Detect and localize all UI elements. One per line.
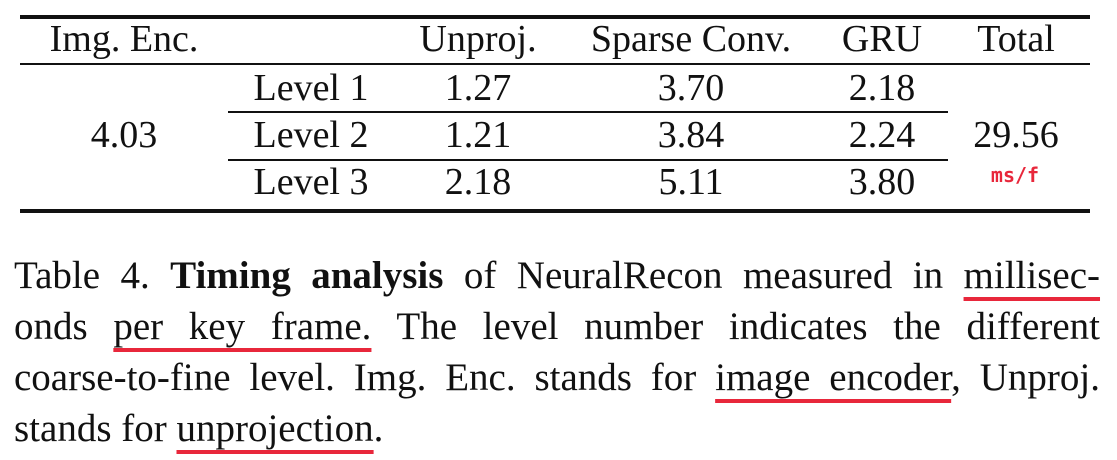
- table-row-divider: [228, 111, 948, 113]
- unproj-value: 1.27: [444, 67, 512, 109]
- level-label: Level 2: [253, 114, 369, 156]
- header-sparse-conv: Sparse Conv.: [590, 18, 792, 60]
- gru-value: 2.24: [848, 114, 916, 156]
- img-enc-value: 4.03: [90, 114, 158, 156]
- level-label: Level 3: [253, 161, 369, 203]
- unproj-value: 1.21: [444, 114, 512, 156]
- caption-text: of NeuralRecon measured in: [463, 254, 944, 297]
- gru-value: 3.80: [848, 161, 916, 203]
- caption-line: coarse-to-fine level. Img. Enc. stands f…: [14, 352, 1100, 403]
- total-value: 29.56: [973, 114, 1059, 156]
- caption-text: stands for: [14, 407, 167, 450]
- underlined-text: image encoder: [715, 356, 952, 399]
- caption-line: stands for unprojection.: [14, 403, 1100, 454]
- sparse-conv-value: 5.11: [658, 161, 724, 203]
- caption-line: onds per key frame. The level number ind…: [14, 301, 1100, 352]
- caption-text: .: [373, 407, 384, 450]
- header-img-enc: Img. Enc.: [49, 18, 199, 60]
- table-row-divider: [228, 159, 948, 161]
- gru-value: 2.18: [848, 67, 916, 109]
- sparse-conv-value: 3.70: [657, 67, 725, 109]
- header-unproj: Unproj.: [419, 18, 537, 60]
- caption-line: Table 4. Timing analysis of NeuralRecon …: [14, 250, 1100, 301]
- table-caption: Table 4. Timing analysis of NeuralRecon …: [14, 250, 1100, 454]
- unproj-value: 2.18: [444, 161, 512, 203]
- table-top-rule: [20, 15, 1090, 19]
- caption-text: coarse-to-fine level. Img. Enc. stands f…: [14, 356, 697, 399]
- level-label: Level 1: [253, 67, 369, 109]
- header-total: Total: [977, 18, 1055, 60]
- total-unit-annotation: ms/f: [990, 163, 1040, 187]
- table-bottom-rule: [20, 209, 1090, 213]
- header-gru: GRU: [841, 18, 923, 60]
- caption-label: Table 4.: [14, 254, 150, 297]
- underlined-text: millisec-: [963, 254, 1101, 297]
- caption-bold-title: Timing analysis: [170, 254, 444, 297]
- caption-text: , Unproj.: [951, 356, 1100, 399]
- caption-text: onds: [14, 305, 88, 348]
- underlined-text: per key frame.: [113, 305, 372, 348]
- sparse-conv-value: 3.84: [657, 114, 725, 156]
- underlined-text: unprojection: [176, 407, 374, 450]
- table-header-rule: [20, 63, 1090, 65]
- caption-text: The level number indicates the different: [396, 305, 1101, 348]
